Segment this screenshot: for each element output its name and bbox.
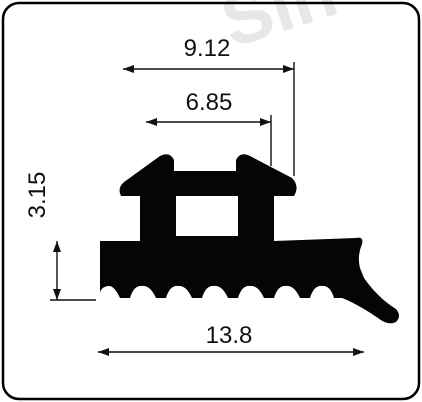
scallop-gap <box>243 295 257 309</box>
dimension-height: 3.15 <box>24 172 96 301</box>
scallop-gap <box>315 295 329 309</box>
scallop-gap <box>135 295 149 309</box>
dim-label-9-12: 9.12 <box>184 35 231 62</box>
arrow-right <box>283 65 294 73</box>
arrow-left <box>146 118 157 126</box>
scallop-gap <box>100 295 114 309</box>
arrow-top <box>53 241 61 252</box>
arrow-left <box>98 348 109 356</box>
arrow-bottom <box>53 289 61 300</box>
dim-label-13-8: 13.8 <box>206 322 253 349</box>
scallop-gap <box>279 295 293 309</box>
dimension-inner-width: 6.85 <box>146 89 272 166</box>
scallop-gap <box>171 295 185 309</box>
arrow-right <box>260 118 271 126</box>
arrow-right <box>353 348 364 356</box>
arrow-left <box>123 65 134 73</box>
watermark-text: Sin <box>211 0 346 63</box>
dimension-base-width: 13.8 <box>98 322 364 356</box>
scallop-gap <box>207 295 221 309</box>
seal-profile <box>100 154 399 324</box>
dim-label-3-15: 3.15 <box>24 172 51 219</box>
scallop-gaps <box>100 295 329 309</box>
dimension-top-width: 9.12 <box>123 35 295 176</box>
dim-label-6-85: 6.85 <box>186 89 233 116</box>
